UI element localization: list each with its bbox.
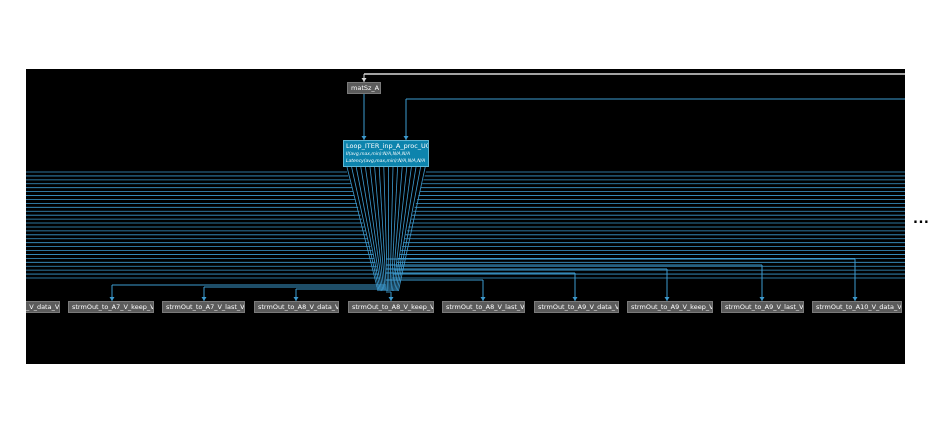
wire-segment-72	[396, 166, 421, 292]
output-label-5: strmOut_to_A8_V_last_V	[446, 303, 525, 311]
wire-segment-71	[395, 166, 417, 292]
output-node-4[interactable]: strmOut_to_A8_V_keep_V	[348, 301, 434, 313]
wire-segment-56	[346, 166, 379, 292]
wire-layer	[26, 73, 905, 301]
loop-node[interactable]: Loop_ITER_inp_A_proc_U0 II(avg,max,min):…	[343, 140, 429, 167]
output-node-6[interactable]: strmOut_to_A9_V_data_V	[534, 301, 619, 313]
output-arrow-5	[572, 297, 578, 301]
wire-segment-68	[392, 166, 403, 292]
output-label-4: strmOut_to_A8_V_keep_V	[352, 303, 434, 311]
output-label-2: strmOut_to_A7_V_last_V	[166, 303, 245, 311]
dataflow-canvas[interactable]: matSz_A Loop_ITER_inp_A_proc_U0 II(avg,m…	[26, 69, 905, 364]
wire-segment-62	[374, 166, 386, 292]
loop-latency: Latency(avg,max,min):N/A,N/A,N/A	[346, 159, 426, 164]
wire-segment-70	[394, 166, 412, 292]
output-label-8: strmOut_to_A9_V_last_V	[725, 303, 804, 311]
output-label-0: _V_data_V	[26, 303, 60, 311]
output-label-9: strmOut_to_A10_V_data_V	[816, 303, 902, 311]
wire-segment-66	[389, 166, 394, 292]
output-arrow-7	[759, 297, 765, 301]
wire-segment-58	[355, 166, 381, 292]
output-arrow-1	[201, 297, 207, 301]
wire-segment-60	[365, 166, 384, 292]
output-label-1: strmOut_to_A7_V_keep_V	[72, 303, 154, 311]
more-indicator[interactable]: ...	[913, 212, 930, 227]
output-arrow-6	[664, 297, 670, 301]
wire-segment-64	[383, 166, 388, 292]
output-arrow-2	[293, 297, 299, 301]
top-bus-arrow	[361, 78, 367, 82]
matSz-label: matSz_A	[351, 84, 380, 92]
wire-segment-67	[390, 166, 398, 292]
wire-segment-69	[393, 166, 408, 292]
output-node-0[interactable]: _V_data_V	[26, 301, 60, 313]
output-label-6: strmOut_to_A9_V_data_V	[538, 303, 619, 311]
output-arrow-0	[109, 297, 115, 301]
wire-segment-61	[369, 166, 385, 292]
wire-segment-63	[378, 166, 387, 292]
output-label-3: strmOut_to_A8_V_data_V	[258, 303, 339, 311]
output-arrow-8	[852, 297, 858, 301]
wire-segment-57	[351, 166, 380, 292]
output-node-9[interactable]: strmOut_to_A10_V_data_V	[812, 301, 902, 313]
loop-ii: II(avg,max,min):N/A,N/A,N/A	[346, 152, 411, 157]
output-arrow-4	[480, 297, 486, 301]
loop-title: Loop_ITER_inp_A_proc_U0	[346, 142, 429, 150]
matsz-to-loop-arrow	[361, 136, 367, 140]
feed-wire-arrow	[403, 136, 409, 140]
output-arrow-3	[388, 297, 394, 301]
output-node-1[interactable]: strmOut_to_A7_V_keep_V	[68, 301, 154, 313]
output-node-8[interactable]: strmOut_to_A9_V_last_V	[721, 301, 804, 313]
wire-segment-73	[398, 166, 426, 292]
output-node-7[interactable]: strmOut_to_A9_V_keep_V	[627, 301, 713, 313]
wire-segment-59	[360, 166, 382, 292]
output-node-5[interactable]: strmOut_to_A8_V_last_V	[442, 301, 525, 313]
output-node-2[interactable]: strmOut_to_A7_V_last_V	[162, 301, 245, 313]
output-node-3[interactable]: strmOut_to_A8_V_data_V	[254, 301, 339, 313]
output-label-7: strmOut_to_A9_V_keep_V	[631, 303, 713, 311]
matSz-node[interactable]: matSz_A	[347, 82, 381, 94]
